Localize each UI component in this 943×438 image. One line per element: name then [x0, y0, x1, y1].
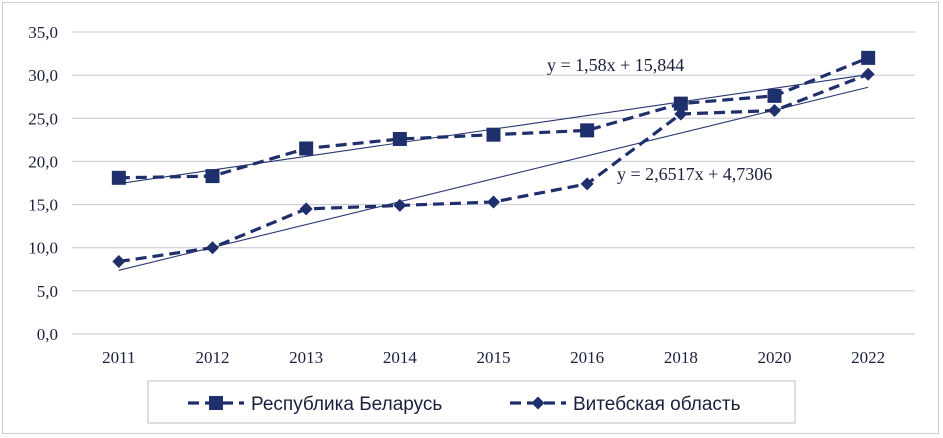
data-point-square — [486, 127, 501, 142]
data-point-square — [299, 141, 314, 156]
trendline-equations: y = 1,58x + 15,844 y = 2,6517x + 4,7306 — [547, 55, 772, 184]
data-point-square — [205, 169, 220, 184]
y-tick-label: 15,0 — [28, 196, 58, 215]
data-point-diamond — [206, 241, 219, 255]
data-point-square — [767, 88, 782, 103]
data-point-diamond — [580, 177, 594, 191]
legend-label: Витебская область — [573, 394, 741, 415]
y-tick-label: 35,0 — [28, 23, 58, 42]
data-point-diamond — [768, 104, 781, 118]
legend: Республика Беларусь Витебская область — [147, 380, 796, 424]
x-tick-label: 2018 — [664, 348, 698, 367]
data-point-diamond — [112, 255, 126, 269]
y-tick-label: 20,0 — [28, 152, 58, 171]
y-tick-label: 30,0 — [28, 66, 58, 85]
x-tick-label: 2012 — [196, 348, 230, 367]
y-tick-label: 5,0 — [37, 282, 58, 301]
data-point-square — [580, 123, 595, 138]
data-point-diamond — [861, 67, 875, 81]
legend-label: Республика Беларусь — [251, 394, 442, 415]
x-tick-label: 2020 — [758, 348, 792, 367]
data-point-diamond — [299, 202, 313, 216]
data-point-square — [861, 50, 876, 65]
y-tick-label: 0,0 — [37, 325, 58, 344]
series-lines — [111, 50, 876, 269]
grid-lines — [72, 31, 915, 335]
x-tick-label: 2015 — [477, 348, 511, 367]
y-tick-label: 25,0 — [28, 109, 58, 128]
x-tick-label: 2014 — [383, 348, 418, 367]
data-point-diamond — [674, 107, 688, 121]
x-tick-label: 2016 — [570, 348, 604, 367]
x-tick-label: 2022 — [851, 348, 885, 367]
legend-marker-square — [209, 396, 223, 410]
trendline-equation: y = 2,6517x + 4,7306 — [617, 164, 772, 184]
y-axis-ticks: 0,0 5,0 10,0 15,0 20,0 25,0 30,0 35,0 — [28, 23, 58, 344]
data-point-diamond — [487, 195, 500, 209]
trendline-equation: y = 1,58x + 15,844 — [547, 55, 684, 75]
y-tick-label: 10,0 — [28, 239, 58, 258]
x-axis-ticks: 2011 2012 2013 2014 2015 2016 2018 2020 2022 — [102, 348, 885, 367]
data-point-square — [673, 96, 688, 111]
legend-box — [147, 380, 796, 424]
data-point-diamond — [393, 198, 407, 212]
x-tick-label: 2011 — [102, 348, 135, 367]
trendline — [118, 86, 869, 271]
legend-marker-diamond — [531, 396, 545, 410]
data-point-square — [111, 170, 126, 185]
x-tick-label: 2013 — [289, 348, 323, 367]
data-point-square — [392, 131, 407, 146]
